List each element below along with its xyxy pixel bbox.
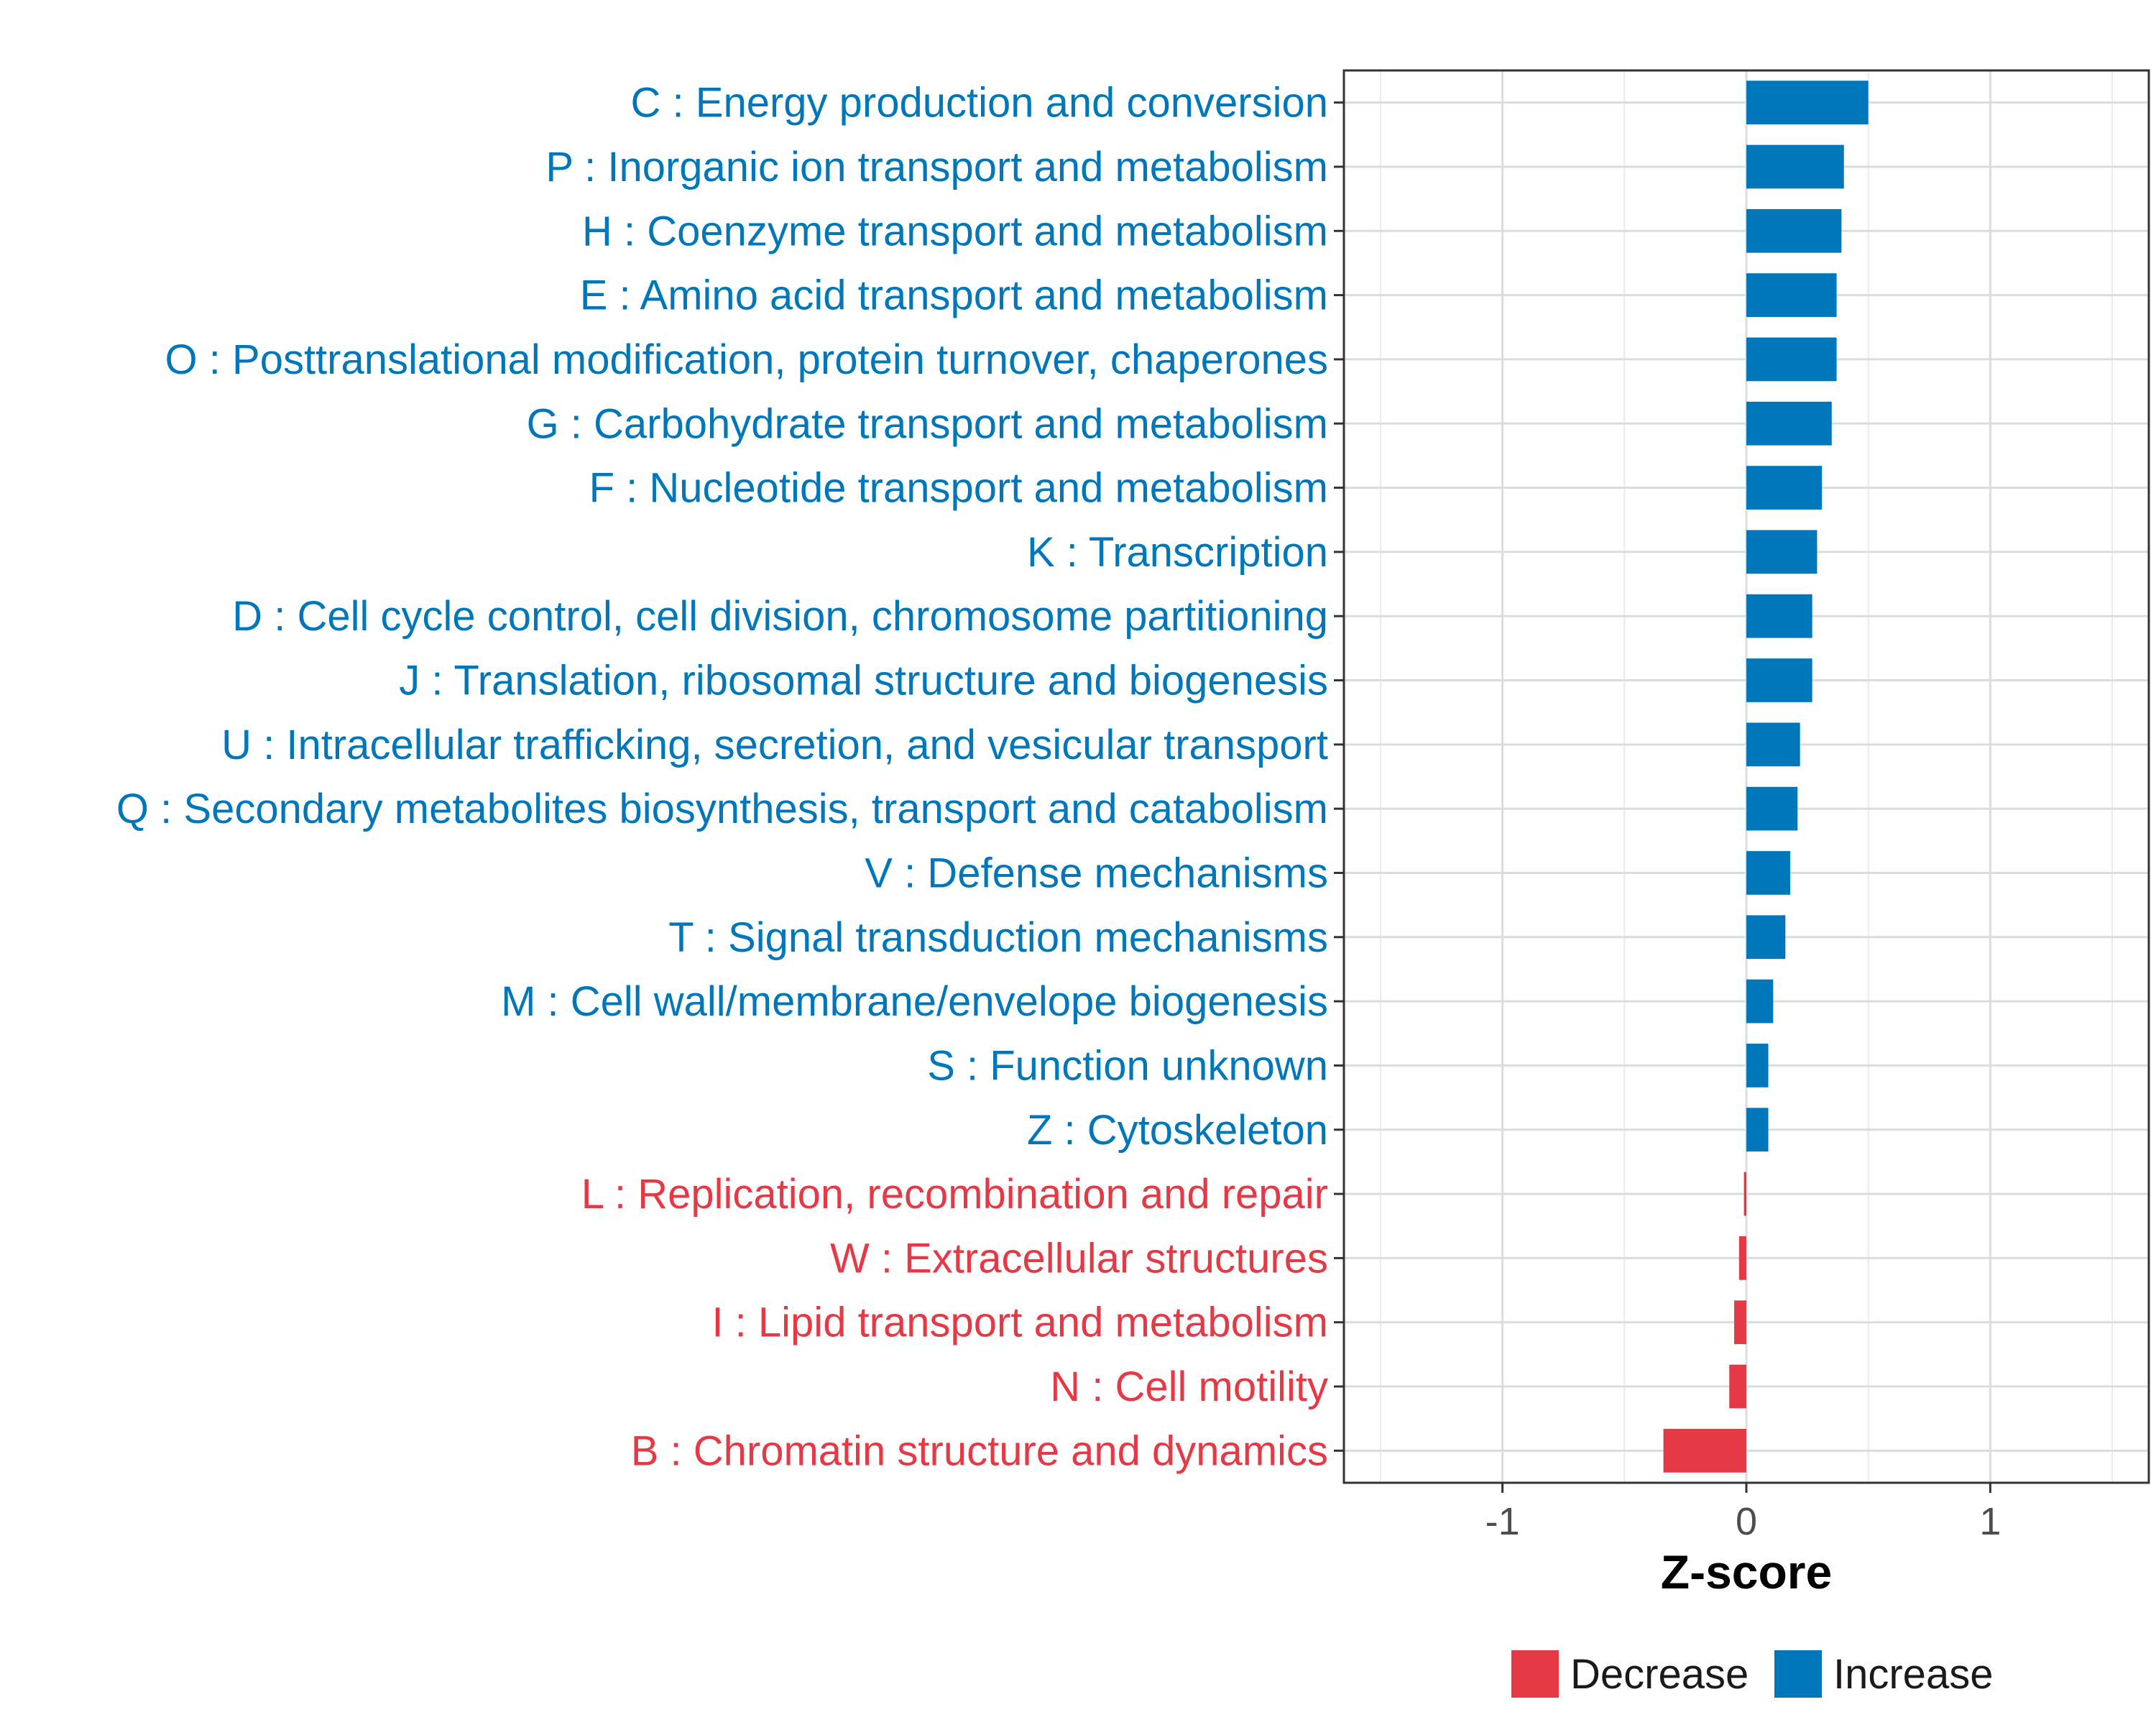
category-label: P : Inorganic ion transport and metaboli… [545,144,1328,190]
bar [1746,80,1869,125]
category-label: K : Transcription [1027,529,1328,576]
category-label: B : Chromatin structure and dynamics [631,1427,1328,1474]
x-axis-ticks: -1 0 1 [1485,1483,2001,1543]
bar [1746,144,1844,189]
category-label: C : Energy production and conversion [631,80,1328,126]
x-tick-label: -1 [1485,1500,1520,1543]
bar [1746,337,1837,382]
bar [1663,1428,1746,1473]
legend-label: Increase [1833,1651,1993,1698]
bar [1734,1300,1746,1345]
x-tick-label: 0 [1736,1500,1757,1543]
bar [1743,1172,1746,1216]
category-label: T : Signal transduction mechanisms [668,914,1328,961]
category-label: L : Replication, recombination and repai… [581,1171,1328,1218]
category-label: O : Posttranslational modification, prot… [165,336,1328,383]
bar [1746,658,1812,702]
category-label: N : Cell motility [1050,1363,1328,1410]
category-label: H : Coenzyme transport and metabolism [582,208,1328,254]
bar [1746,273,1837,317]
bar [1746,979,1774,1024]
bar [1746,594,1812,638]
x-tick-label: 1 [1979,1500,2001,1543]
bar [1746,786,1798,831]
x-axis-title: Z-score [1661,1545,1832,1598]
category-label: Q : Secondary metabolites biosynthesis, … [116,786,1328,832]
category-label: J : Translation, ribosomal structure and… [399,658,1328,704]
bar [1746,466,1823,510]
bar [1746,851,1791,895]
legend-label: Decrease [1570,1651,1749,1698]
category-label: D : Cell cycle control, cell division, c… [232,593,1328,640]
category-label: V : Defense mechanisms [865,850,1328,896]
bar [1746,1108,1769,1152]
bar [1746,530,1818,574]
category-label: W : Extracellular structures [830,1235,1328,1282]
y-axis-ticks [1334,101,1344,1452]
bar [1746,208,1842,253]
category-labels: C : Energy production and conversion P : … [116,80,1328,1475]
legend-swatch [1774,1650,1822,1698]
category-label: G : Carbohydrate transport and metabolis… [527,400,1328,447]
category-label: M : Cell wall/membrane/envelope biogenes… [501,978,1328,1025]
bar [1729,1364,1746,1409]
category-label: E : Amino acid transport and metabolism [580,272,1328,319]
category-label: I : Lipid transport and metabolism [711,1300,1328,1346]
category-label: Z : Cytoskeleton [1027,1107,1328,1154]
bar [1746,722,1800,767]
bar [1738,1236,1746,1280]
category-label: U : Intracellular trafficking, secretion… [221,722,1328,768]
bar [1746,1044,1769,1087]
category-label: S : Function unknown [927,1042,1328,1089]
legend-swatch [1511,1650,1559,1698]
bar [1746,915,1786,960]
category-label: F : Nucleotide transport and metabolism [589,465,1328,512]
legend: Decrease Increase [1511,1650,1993,1698]
bar [1746,401,1832,446]
bars [1663,80,1869,1473]
